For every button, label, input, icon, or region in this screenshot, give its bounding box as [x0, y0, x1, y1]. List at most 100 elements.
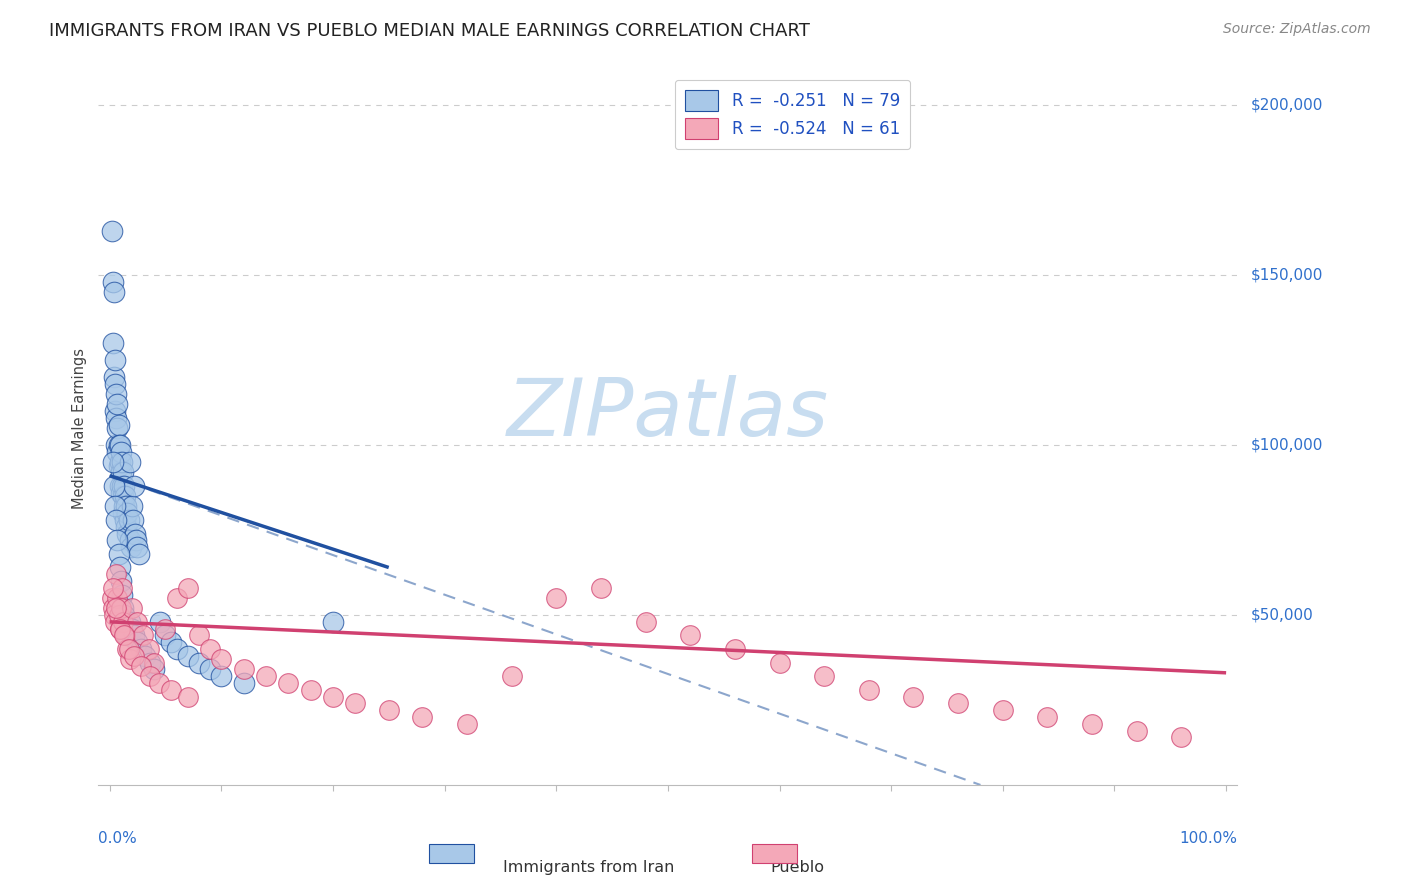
Text: Source: ZipAtlas.com: Source: ZipAtlas.com [1223, 22, 1371, 37]
Point [411, 710, 433, 724]
Point [125, 533, 148, 548]
Point [112, 479, 135, 493]
Point [111, 489, 134, 503]
Point [1170, 731, 1192, 745]
Point [148, 676, 170, 690]
Point [813, 669, 835, 683]
Point [121, 500, 143, 514]
Point [114, 615, 136, 629]
Point [322, 690, 344, 704]
Point [991, 703, 1014, 717]
Point [112, 608, 135, 623]
Point [634, 615, 657, 629]
Point [143, 662, 166, 676]
Point [198, 642, 221, 657]
Point [117, 506, 139, 520]
Point [149, 615, 172, 629]
Point [129, 642, 152, 657]
Point [104, 404, 127, 418]
Point [111, 479, 134, 493]
Point [143, 656, 166, 670]
Point [187, 628, 209, 642]
Point [166, 642, 188, 657]
Point [768, 656, 790, 670]
Point [155, 628, 177, 642]
Legend: R =  -0.251   N = 79, R =  -0.524   N = 61: R = -0.251 N = 79, R = -0.524 N = 61 [675, 79, 910, 149]
Point [1126, 723, 1149, 738]
Point [122, 648, 145, 663]
Point [127, 635, 149, 649]
Point [111, 581, 134, 595]
Point [111, 615, 134, 629]
Point [101, 224, 124, 238]
Point [110, 574, 132, 588]
Point [501, 669, 523, 683]
Text: 100.0%: 100.0% [1180, 831, 1237, 847]
Point [177, 581, 200, 595]
Point [254, 669, 277, 683]
Point [232, 676, 254, 690]
Point [177, 648, 200, 663]
Point [104, 376, 127, 391]
Point [101, 581, 124, 595]
Point [108, 560, 131, 574]
Point [117, 513, 139, 527]
Point [118, 533, 141, 548]
Point [344, 697, 367, 711]
Point [107, 608, 129, 623]
Point [129, 659, 152, 673]
Point [322, 615, 344, 629]
Point [107, 417, 129, 432]
Point [1036, 710, 1059, 724]
Point [724, 642, 747, 657]
Point [107, 547, 129, 561]
Point [111, 506, 134, 520]
Point [134, 648, 156, 663]
Point [122, 479, 145, 493]
Point [107, 445, 129, 459]
Point [110, 485, 132, 500]
Point [107, 397, 129, 411]
Point [128, 547, 150, 561]
Point [1081, 716, 1104, 731]
Point [114, 628, 136, 642]
Point [120, 540, 142, 554]
Point [127, 615, 149, 629]
Point [107, 438, 129, 452]
Point [101, 275, 124, 289]
Point [117, 642, 139, 657]
Text: Pueblo: Pueblo [770, 860, 824, 874]
Point [108, 438, 131, 452]
Point [121, 622, 143, 636]
Point [105, 438, 128, 452]
Point [101, 601, 124, 615]
Point [105, 567, 128, 582]
Point [117, 642, 139, 657]
Point [110, 445, 132, 459]
Point [107, 421, 129, 435]
Point [209, 669, 232, 683]
Point [101, 455, 124, 469]
Point [114, 489, 136, 503]
Point [103, 608, 125, 623]
Text: Immigrants from Iran: Immigrants from Iran [503, 860, 673, 874]
Point [139, 656, 162, 670]
Text: ZIPatlas: ZIPatlas [506, 375, 830, 453]
Text: $100,000: $100,000 [1251, 438, 1323, 452]
Point [108, 479, 131, 493]
Point [166, 591, 188, 605]
Point [114, 513, 136, 527]
Point [117, 526, 139, 541]
Point [103, 479, 125, 493]
Point [679, 628, 702, 642]
Point [108, 455, 131, 469]
Point [104, 615, 127, 629]
Point [101, 591, 124, 605]
Point [105, 411, 128, 425]
Point [160, 635, 183, 649]
Point [139, 669, 162, 683]
Point [546, 591, 568, 605]
Point [132, 628, 155, 642]
Point [209, 652, 232, 666]
Point [299, 682, 322, 697]
